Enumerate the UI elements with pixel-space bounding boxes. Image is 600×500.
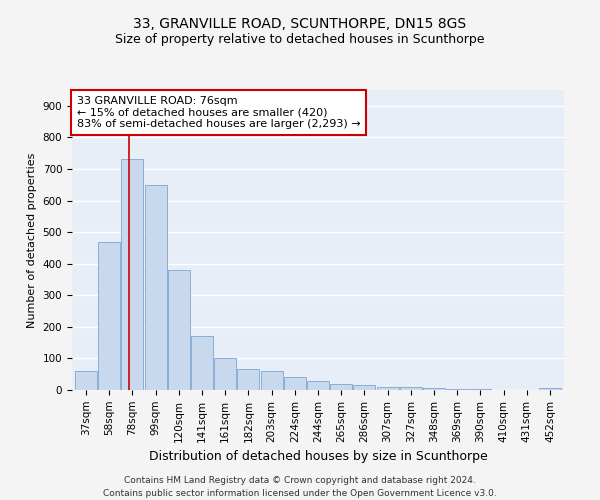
Bar — [98, 242, 120, 390]
Bar — [214, 358, 236, 390]
Text: 33 GRANVILLE ROAD: 76sqm
← 15% of detached houses are smaller (420)
83% of semi-: 33 GRANVILLE ROAD: 76sqm ← 15% of detach… — [77, 96, 361, 129]
Bar — [423, 388, 445, 390]
Bar — [400, 388, 422, 390]
Bar — [446, 389, 468, 390]
Bar — [75, 371, 97, 390]
Bar — [330, 384, 352, 390]
Bar — [260, 371, 283, 390]
Bar — [121, 160, 143, 390]
Text: Size of property relative to detached houses in Scunthorpe: Size of property relative to detached ho… — [115, 32, 485, 46]
Text: 33, GRANVILLE ROAD, SCUNTHORPE, DN15 8GS: 33, GRANVILLE ROAD, SCUNTHORPE, DN15 8GS — [133, 18, 467, 32]
Bar — [307, 380, 329, 390]
Bar — [191, 336, 213, 390]
Bar — [284, 378, 306, 390]
Bar — [238, 370, 259, 390]
Bar — [353, 386, 376, 390]
Text: Contains HM Land Registry data © Crown copyright and database right 2024.
Contai: Contains HM Land Registry data © Crown c… — [103, 476, 497, 498]
Bar — [168, 270, 190, 390]
Bar — [539, 388, 561, 390]
X-axis label: Distribution of detached houses by size in Scunthorpe: Distribution of detached houses by size … — [149, 450, 487, 463]
Y-axis label: Number of detached properties: Number of detached properties — [27, 152, 37, 328]
Bar — [377, 387, 398, 390]
Bar — [145, 184, 167, 390]
